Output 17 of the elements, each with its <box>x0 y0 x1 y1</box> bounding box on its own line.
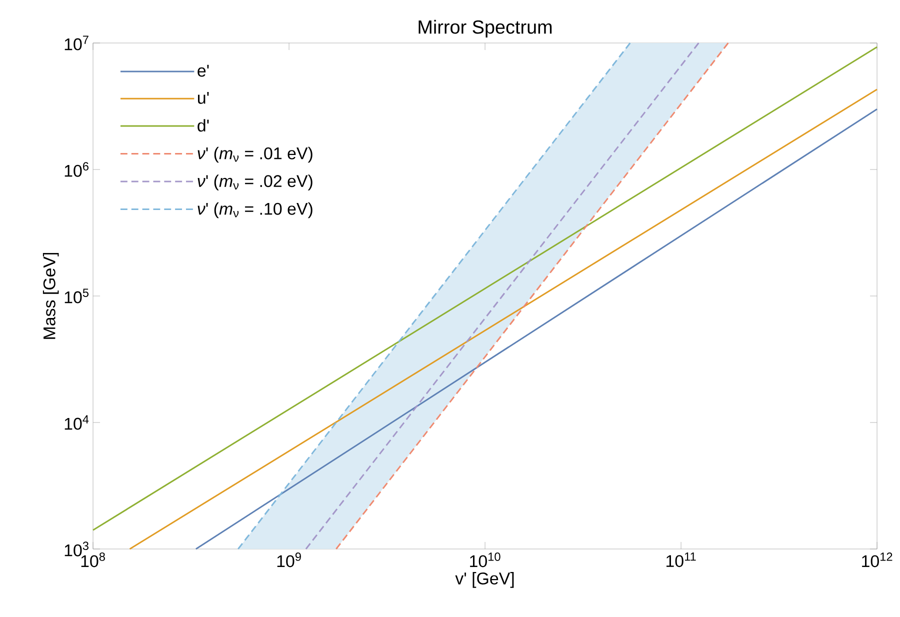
legend-label: d' <box>198 119 209 132</box>
chart-title: Mirror Spectrum <box>418 20 552 38</box>
y-tick-label: 10$^{4}$ <box>64 415 89 430</box>
y-tick-label: 10$^{6}$ <box>64 162 88 177</box>
y-axis-title: Mass [GeV] <box>42 252 59 339</box>
x-tick-label: 10$^{9}$ <box>277 552 301 568</box>
x-axis-title: v' [GeV] <box>455 572 514 588</box>
y-tick-label: 10$^{5}$ <box>64 288 89 304</box>
legend-label: ν' (m$_{ν}$ = .10 eV) <box>198 202 312 218</box>
x-tick-label: 10$^{11}$ <box>666 552 696 568</box>
legend-label: ν' (m$_{ν}$ = .02 eV) <box>198 174 312 190</box>
legend-label: ν' (m$_{ν}$ = .01 eV) <box>198 146 312 163</box>
legend-label: u' <box>198 92 209 104</box>
x-tick-label: 10$^{12}$ <box>862 552 892 568</box>
x-tick-label: 10$^{10}$ <box>470 552 500 568</box>
y-tick-label: 10$^{7}$ <box>64 36 88 50</box>
legend-label: e' <box>198 64 209 77</box>
